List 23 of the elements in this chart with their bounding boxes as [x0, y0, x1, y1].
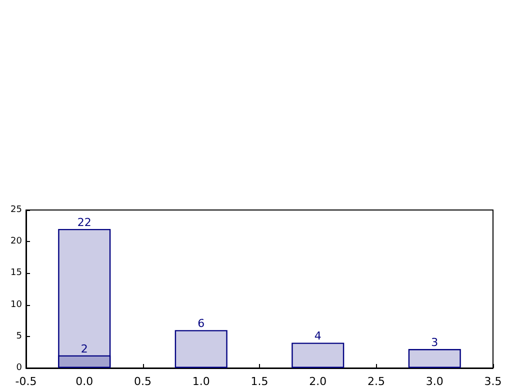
x-tick-label: -0.5	[15, 375, 37, 388]
data-label: 2	[80, 342, 88, 356]
bar	[174, 330, 228, 368]
data-label: 6	[198, 317, 205, 330]
data-label: 3	[431, 336, 438, 350]
x-tick-label: 3.5	[484, 375, 502, 388]
bar	[292, 342, 344, 368]
x-tick-label: 1.0	[192, 375, 210, 388]
data-label: 22	[77, 216, 92, 229]
bar	[408, 349, 461, 368]
y-tick-label: 0	[16, 363, 22, 373]
y-tick-label: 20	[10, 236, 22, 247]
x-tick-label: 3.0	[426, 375, 444, 388]
x-tick-label: 1.5	[250, 375, 268, 388]
y-tick-label: 15	[10, 268, 22, 278]
x-tick-label: 2.5	[368, 375, 385, 388]
y-tick-label: 5	[16, 331, 22, 342]
y-tick-label: 10	[10, 300, 22, 310]
y-tick-label: 25	[10, 205, 22, 215]
x-tick-label: 0.5	[134, 375, 152, 388]
x-tick-label: 2.0	[309, 375, 327, 388]
data-label: 4	[314, 330, 322, 343]
x-tick-label: 0.0	[76, 375, 94, 388]
